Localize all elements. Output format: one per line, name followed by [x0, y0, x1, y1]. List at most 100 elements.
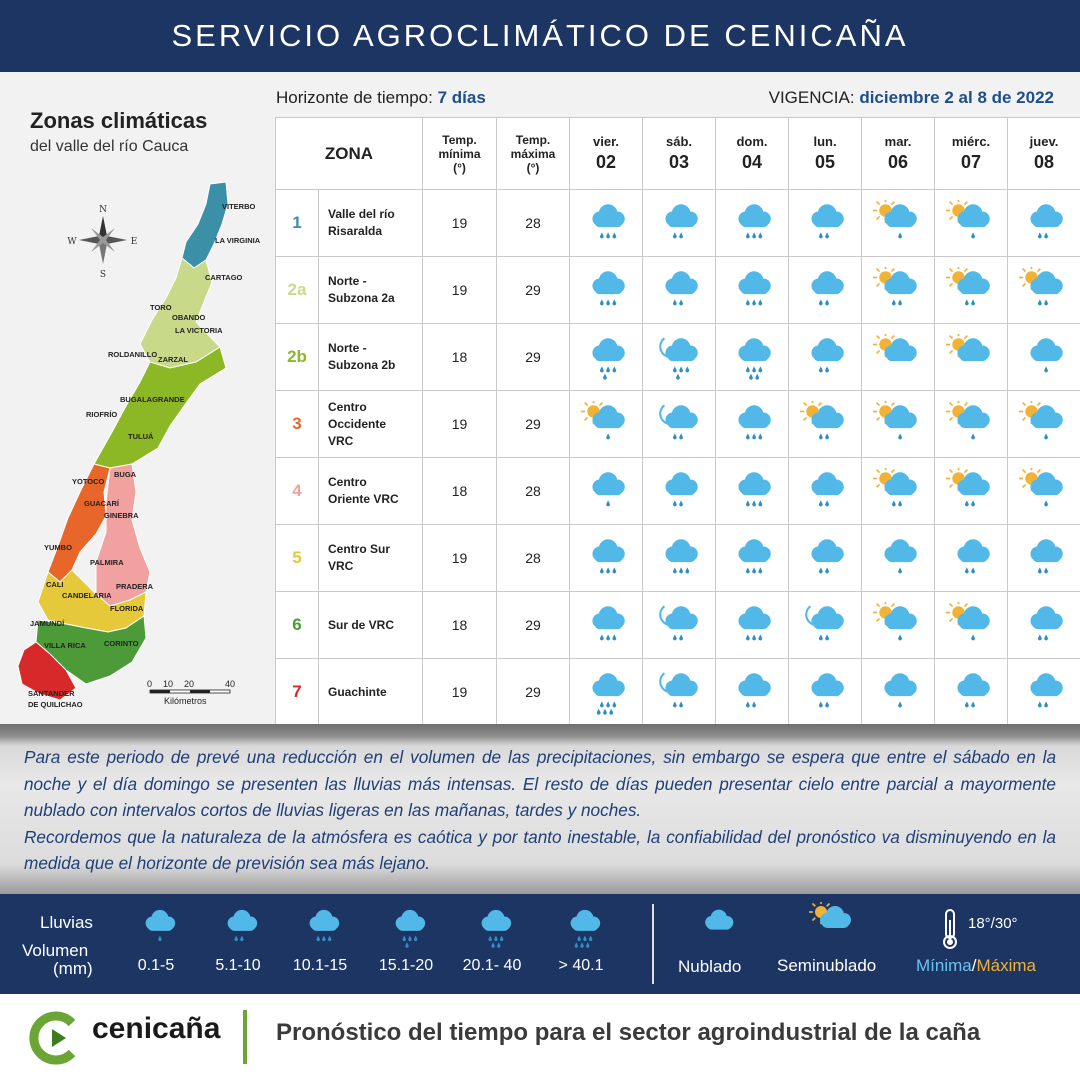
- svg-text:E: E: [131, 237, 138, 247]
- partly-cloudy-icon: [861, 323, 936, 391]
- table-row: 2b Norte - Subzona 2b 18 29: [275, 323, 1080, 391]
- svg-text:YUMBO: YUMBO: [44, 543, 72, 552]
- svg-text:YOTOCO: YOTOCO: [72, 477, 105, 486]
- svg-text:W: W: [67, 237, 77, 247]
- zone-id: 3: [275, 390, 319, 458]
- svg-text:GINEBRA: GINEBRA: [104, 511, 139, 520]
- map-title: Zonas climáticas: [30, 108, 208, 133]
- cloud-rain-icon: [715, 524, 790, 592]
- cloud-rain-icon: [715, 390, 790, 458]
- header-day: juev. 08: [1007, 117, 1080, 190]
- partly-cloudy-icon: [861, 591, 936, 659]
- cloud-rain-icon: [642, 524, 717, 592]
- zone-name: Norte - Subzona 2a: [317, 256, 424, 324]
- header-zona: ZONA: [274, 117, 424, 190]
- cloud-rain-icon: [642, 189, 717, 257]
- cloud-rain-icon: [642, 256, 717, 324]
- svg-text:ROLDANILLO: ROLDANILLO: [108, 350, 157, 359]
- cloud-rain-icon: [861, 524, 936, 592]
- legend-min-max: Mínima/Máxima: [916, 956, 1036, 975]
- svg-text:SANTANDER: SANTANDER: [28, 689, 75, 698]
- svg-text:CALI: CALI: [46, 580, 64, 589]
- temp-min: 19: [422, 658, 498, 726]
- map-place-labels: VITERBO LA VIRGINIA CARTAGO TORO OBANDO …: [28, 202, 261, 709]
- temp-max: 28: [496, 189, 571, 257]
- partly-cloudy-icon: [1007, 457, 1080, 525]
- cloud-rain-icon: [569, 189, 644, 257]
- svg-text:OBANDO: OBANDO: [172, 313, 205, 322]
- map-zone-1: [181, 181, 229, 269]
- page-header: SERVICIO AGROCLIMÁTICO DE CENICAÑA: [0, 0, 1080, 72]
- header-tmax: Temp. máxima (°): [496, 117, 571, 190]
- partly-cloudy-icon: [1007, 390, 1080, 458]
- cloud-rain-icon: [1007, 658, 1080, 726]
- svg-text:RIOFRÍO: RIOFRÍO: [86, 410, 117, 419]
- svg-text:TORO: TORO: [150, 303, 172, 312]
- svg-text:VILLA RICA: VILLA RICA: [44, 641, 86, 650]
- table-row: 4 Centro Oriente VRC 18 28: [275, 457, 1080, 525]
- header-tmin: Temp. mínima (°): [422, 117, 498, 190]
- table-row: 2a Norte - Subzona 2a 19 29: [275, 256, 1080, 324]
- svg-text:BUGALAGRANDE: BUGALAGRANDE: [120, 395, 185, 404]
- svg-text:0: 0: [147, 679, 152, 689]
- legend-rain-range: 20.1- 40: [462, 957, 522, 974]
- cloud-rain-icon: [1007, 189, 1080, 257]
- night-cloud-icon: [642, 390, 717, 458]
- header-day: miérc. 07: [934, 117, 1009, 190]
- temp-max: 29: [496, 658, 571, 726]
- legend-volumen-label: Volumen: [22, 941, 89, 960]
- legend-rain-icon: [559, 906, 607, 953]
- cloud-rain-icon: [715, 457, 790, 525]
- partly-cloudy-icon: [934, 457, 1009, 525]
- partly-cloudy-icon: [1007, 256, 1080, 324]
- partly-cloudy-icon: [934, 390, 1009, 458]
- cloud-rain-icon: [934, 524, 1009, 592]
- temp-min: 19: [422, 189, 498, 257]
- partly-cloudy-icon: [861, 189, 936, 257]
- header-day: mar. 06: [861, 117, 936, 190]
- note-background: [0, 724, 1080, 894]
- forecast-table: ZONA Temp. mínima (°) Temp. máxima (°) vier.…: [274, 117, 1080, 726]
- svg-text:LA VICTORIA: LA VICTORIA: [175, 326, 223, 335]
- legend-maxima: Máxima: [976, 956, 1036, 975]
- legend-rain-icon: [298, 906, 346, 953]
- svg-text:ZARZAL: ZARZAL: [158, 355, 188, 364]
- cloud-rain-icon: [569, 658, 644, 726]
- map-scale: 0 10 20 40 Kilómetros: [147, 679, 235, 706]
- forecast-note: Para este periodo de prevé una reducción…: [24, 744, 1056, 877]
- cloud-rain-icon: [788, 256, 863, 324]
- map-zone-7: [17, 641, 77, 701]
- night-cloud-icon: [642, 323, 717, 391]
- temp-max: 28: [496, 524, 571, 592]
- svg-text:Kilómetros: Kilómetros: [164, 696, 207, 706]
- legend-rain-icon: [384, 906, 432, 953]
- cloud-rain-icon: [934, 658, 1009, 726]
- cloud-rain-icon: [861, 658, 936, 726]
- compass-icon: N S E W: [67, 205, 137, 280]
- partly-cloudy-icon: [934, 591, 1009, 659]
- zone-id: 2a: [275, 256, 319, 324]
- legend-seminublado: Seminublado: [777, 956, 877, 975]
- svg-text:BUGA: BUGA: [114, 470, 137, 479]
- night-cloud-icon: [642, 658, 717, 726]
- header-day: dom. 04: [715, 117, 790, 190]
- cloud-rain-icon: [715, 658, 790, 726]
- temp-max: 29: [496, 390, 571, 458]
- table-header-row: ZONA Temp. mínima (°) Temp. máxima (°) vier.…: [274, 117, 1080, 190]
- svg-text:CANDELARIA: CANDELARIA: [62, 591, 112, 600]
- zone-name: Centro Sur VRC: [317, 524, 424, 592]
- table-row: 5 Centro Sur VRC 19 28: [275, 524, 1080, 592]
- svg-text:N: N: [99, 205, 107, 215]
- cloud-rain-icon: [715, 189, 790, 257]
- cloud-rain-icon: [569, 256, 644, 324]
- temp-max: 28: [496, 457, 571, 525]
- header-title: SERVICIO AGROCLIMÁTICO DE CENICAÑA: [171, 18, 909, 53]
- svg-text:GUACARÍ: GUACARÍ: [84, 499, 120, 508]
- forecast-validity: VIGENCIA: diciembre 2 al 8 de 2022: [768, 88, 1054, 107]
- svg-text:DE QUILICHAO: DE QUILICHAO: [28, 700, 83, 709]
- partly-cloudy-icon: [569, 390, 644, 458]
- night-cloud-icon: [788, 591, 863, 659]
- legend-rain-icon: [470, 906, 518, 953]
- legend-minima: Mínima: [916, 956, 972, 975]
- legend-rain-icon: [216, 906, 264, 953]
